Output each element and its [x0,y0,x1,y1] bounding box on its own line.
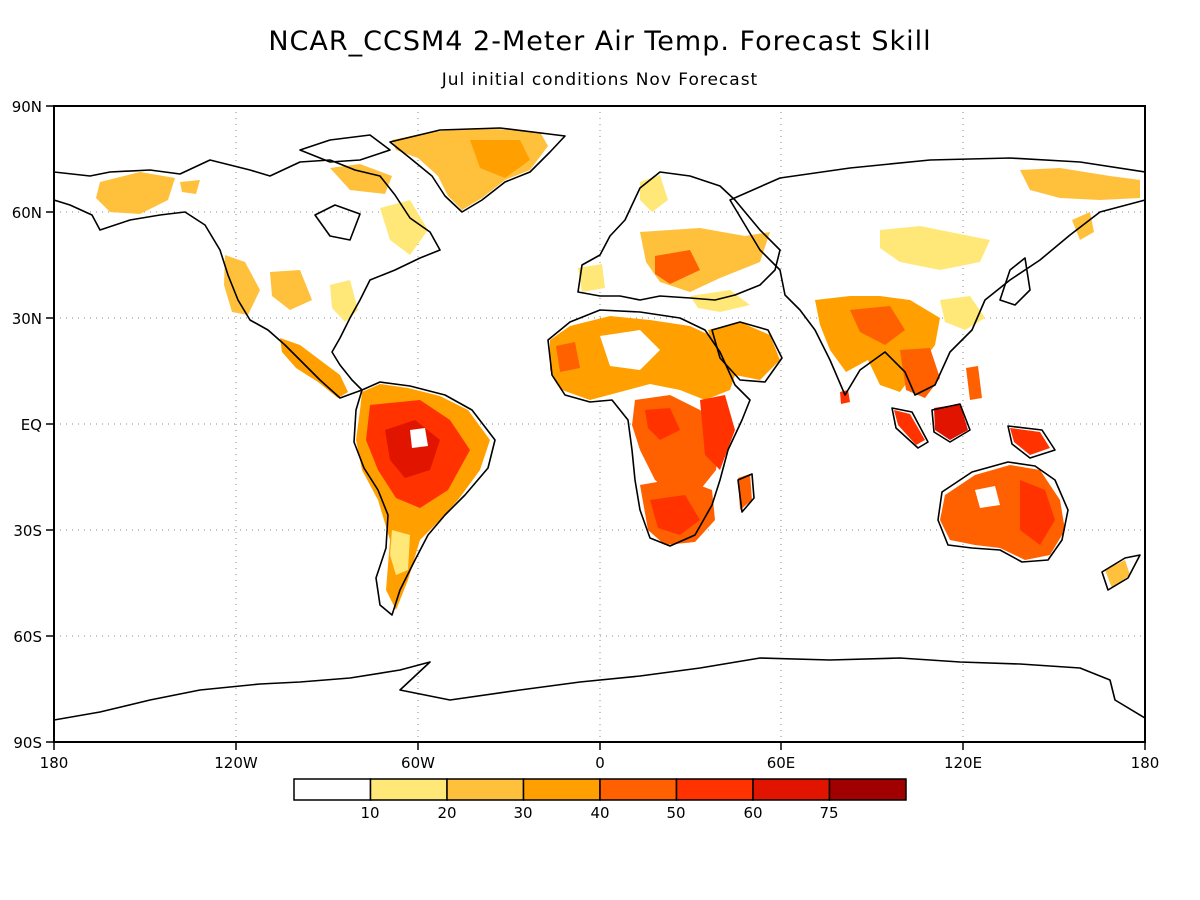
shade-alaska [96,172,175,214]
shade-china-east [940,296,985,330]
colorbar-box [522,778,601,801]
shade-madagascar [738,474,752,510]
coast-greenland [389,127,566,213]
colorbar-label: 40 [590,804,609,822]
coast-sumatra [891,407,929,449]
map-title: NCAR_CCSM4 2-Meter Air Temp. Forecast Sk… [268,26,932,57]
coast-hudson-bay [314,204,361,241]
coast-madagascar [737,473,755,513]
coast-australia [937,461,1069,563]
lon-label: 60W [401,754,435,772]
lon-labels: 180 120W 60W 0 60E 120E 180 [40,754,1160,772]
shade-canada-west [180,180,200,194]
coast-new-zealand [1101,554,1141,591]
colorbar-box [446,778,525,801]
shade-usa-central [270,270,312,310]
colorbar-label: 75 [819,804,838,822]
colorbar-label: 10 [360,804,379,822]
shade-borneo [934,404,968,440]
lat-label: 30S [13,522,42,540]
shade-mexico [280,338,348,398]
shade-canada-east [380,200,428,255]
colorbar-label: 60 [743,804,762,822]
coast-south-america [353,381,496,616]
shade-siberia-east [1020,168,1140,200]
coast-asia [729,157,1145,396]
lon-label: 180 [1131,754,1160,772]
lat-label: EQ [21,416,42,434]
colorbar-box [599,778,678,801]
shade-iberia [578,264,605,292]
colorbar-box [369,778,448,801]
gridlines [54,106,1145,742]
coast-africa [547,309,751,547]
coast-europe [577,171,781,301]
shade-usa-east [330,280,358,322]
shade-usa-west [224,255,260,315]
colorbar-box [675,778,754,801]
coast-borneo [931,403,971,443]
shade-southern-africa-core [650,495,700,535]
shade-central-asia [880,226,990,270]
skill-shading [96,128,1140,610]
map-subtitle: Jul initial conditions Nov Forecast [441,70,759,90]
lon-label: 120E [944,754,982,772]
colorbar-box [293,778,372,801]
shade-patagonia [390,530,410,575]
coast-japan [999,257,1031,306]
tick-marks [46,105,1146,750]
colorbar-label: 20 [437,804,456,822]
lon-label: 60E [767,754,796,772]
shade-philippines [966,366,982,400]
lon-label: 0 [595,754,605,772]
lat-label: 60S [13,628,42,646]
colorbar-label: 50 [666,804,685,822]
shade-greenland-core [470,140,530,178]
shade-amazon-hole [410,428,428,448]
shade-greenland [392,128,548,210]
shade-australia-hole [975,486,1000,508]
colorbar-box [828,778,907,801]
coast-antarctica [54,657,1145,721]
coast-new-guinea [1007,425,1056,459]
lon-label: 180 [40,754,69,772]
lat-label: 90N [12,98,42,116]
lat-label: 90S [13,734,42,752]
coastlines [54,127,1145,721]
shade-nw-hudson [330,164,392,194]
shade-new-guinea [1010,428,1050,455]
shade-ukraine [655,250,700,284]
colorbar: 10 20 30 40 50 60 75 [293,778,907,822]
lat-label: 60N [12,204,42,222]
lat-label: 30N [12,310,42,328]
colorbar-box [752,778,831,801]
colorbar-label: 30 [513,804,532,822]
shade-scandinavia [640,175,668,212]
shade-amazon-deep [385,420,440,478]
shade-east-africa [700,395,735,470]
colorbar-labels: 10 20 30 40 50 60 75 [360,804,838,822]
shade-india-core [850,306,905,345]
lon-label: 120W [214,754,258,772]
shade-sumatra [894,410,925,445]
shade-arabia [708,322,780,380]
shade-sri-lanka [840,390,850,404]
colorbar-boxes [293,778,907,801]
shade-congo-core [645,408,680,440]
lat-labels: 90N 60N 30N EQ 30S 60S 90S [12,98,42,752]
shade-west-africa [556,342,580,372]
shade-australia-core [1020,480,1055,545]
coast-arctic-islands [299,134,391,163]
coast-arabia [711,321,783,383]
shade-sahara-hole [600,330,660,370]
coast-north-america [54,159,441,399]
